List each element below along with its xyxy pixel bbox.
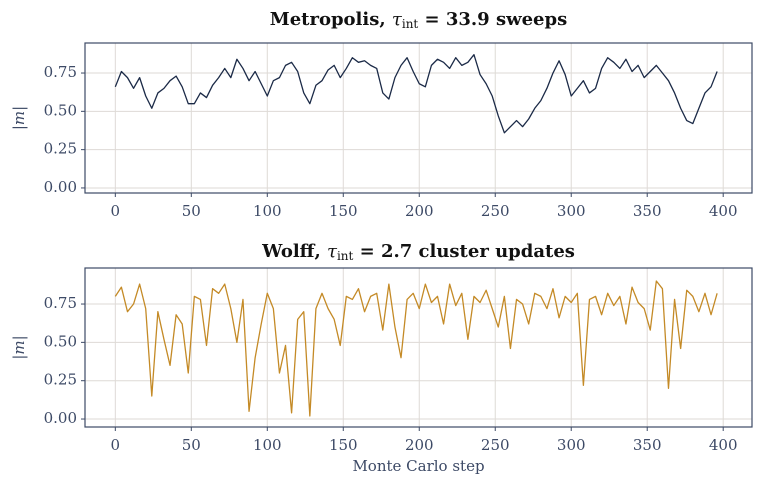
data-line — [114, 280, 718, 417]
x-tick-label: 0 — [111, 436, 121, 454]
y-tick-label: 0.75 — [44, 294, 77, 312]
x-tick-label: 250 — [481, 202, 510, 220]
x-tick-label: 400 — [709, 202, 738, 220]
x-axis-label: Monte Carlo step — [352, 457, 484, 475]
chart-title: Metropolis, τint = 33.9 sweeps — [270, 9, 567, 31]
x-tick-label: 400 — [709, 436, 738, 454]
x-tick-label: 150 — [329, 202, 358, 220]
x-tick-label: 200 — [405, 202, 434, 220]
title-part: = 2.7 cluster updates — [353, 241, 575, 262]
axes-frame — [84, 42, 753, 194]
x-tick-label: 50 — [182, 436, 201, 454]
y-tick-label: 0.00 — [44, 409, 77, 427]
y-tick-label: 0.50 — [44, 332, 77, 350]
x-tick-label: 300 — [557, 202, 586, 220]
y-axis-label: |m| — [10, 106, 28, 130]
y-tick-label: 0.00 — [44, 178, 77, 196]
chart-title: Wolff, τint = 2.7 cluster updates — [261, 241, 575, 263]
y-axis-label: |m| — [10, 335, 28, 359]
title-part: Metropolis, — [270, 9, 392, 30]
x-tick-label: 100 — [253, 436, 282, 454]
x-tick-label: 200 — [405, 436, 434, 454]
x-tick-label: 50 — [182, 202, 201, 220]
axes-frame — [84, 267, 753, 428]
x-tick-label: 350 — [633, 436, 662, 454]
x-tick-label: 100 — [253, 202, 282, 220]
y-tick-label: 0.75 — [44, 63, 77, 81]
y-tick-label: 0.25 — [44, 371, 77, 389]
y-tick-label: 0.25 — [44, 140, 77, 158]
data-line — [114, 53, 718, 134]
x-tick-label: 0 — [111, 202, 121, 220]
x-tick-label: 250 — [481, 436, 510, 454]
title-part: Wolff, — [261, 241, 327, 262]
title-part: int — [402, 17, 419, 31]
title-part: = 33.9 sweeps — [418, 9, 567, 30]
y-tick-label: 0.50 — [44, 101, 77, 119]
title-part: τ — [392, 9, 403, 30]
title-part: int — [337, 249, 354, 263]
x-tick-label: 350 — [633, 202, 662, 220]
x-tick-label: 300 — [557, 436, 586, 454]
x-tick-label: 150 — [329, 436, 358, 454]
title-part: τ — [327, 241, 338, 262]
